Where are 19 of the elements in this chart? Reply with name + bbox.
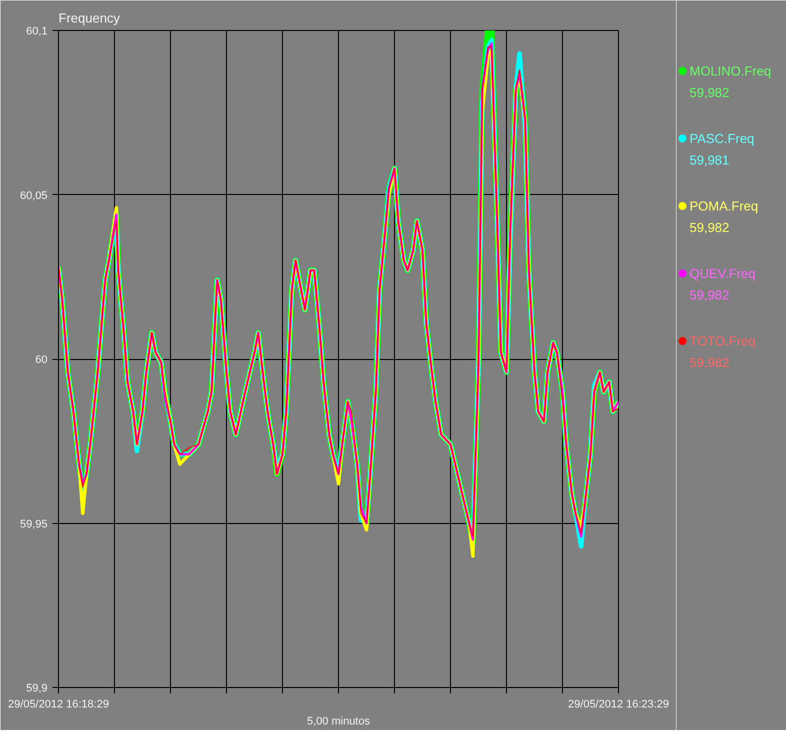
text: 59,981 [690, 152, 730, 168]
x-tick-label: 29/05/2012 16:23:29 [568, 698, 669, 710]
legend-label: TOTO.Freq [690, 334, 756, 348]
x-axis-title: 5,00 minutos [307, 716, 370, 728]
y-tick-label: 60,1 [26, 26, 48, 38]
legend-label: POMA.Freq [690, 198, 758, 214]
chart-title: Frequency [58, 10, 120, 26]
legend-label: MOLINO.Freq [690, 64, 772, 78]
y-tick-label: 59,9 [26, 682, 48, 694]
text: 59,982 [690, 85, 730, 100]
text: 59,982 [690, 220, 730, 236]
text: 59,982 [690, 288, 730, 303]
legend-label: QUEV.Freq [690, 266, 756, 281]
legend-label: PASC.Freq [690, 131, 754, 146]
text: 59,982 [690, 355, 730, 370]
x-tick-label: 29/05/2012 16:18:29 [8, 698, 109, 710]
y-tick-label: 60,05 [20, 190, 48, 202]
y-tick-label: 60 [35, 354, 48, 366]
y-tick-label: 59,95 [20, 518, 48, 530]
